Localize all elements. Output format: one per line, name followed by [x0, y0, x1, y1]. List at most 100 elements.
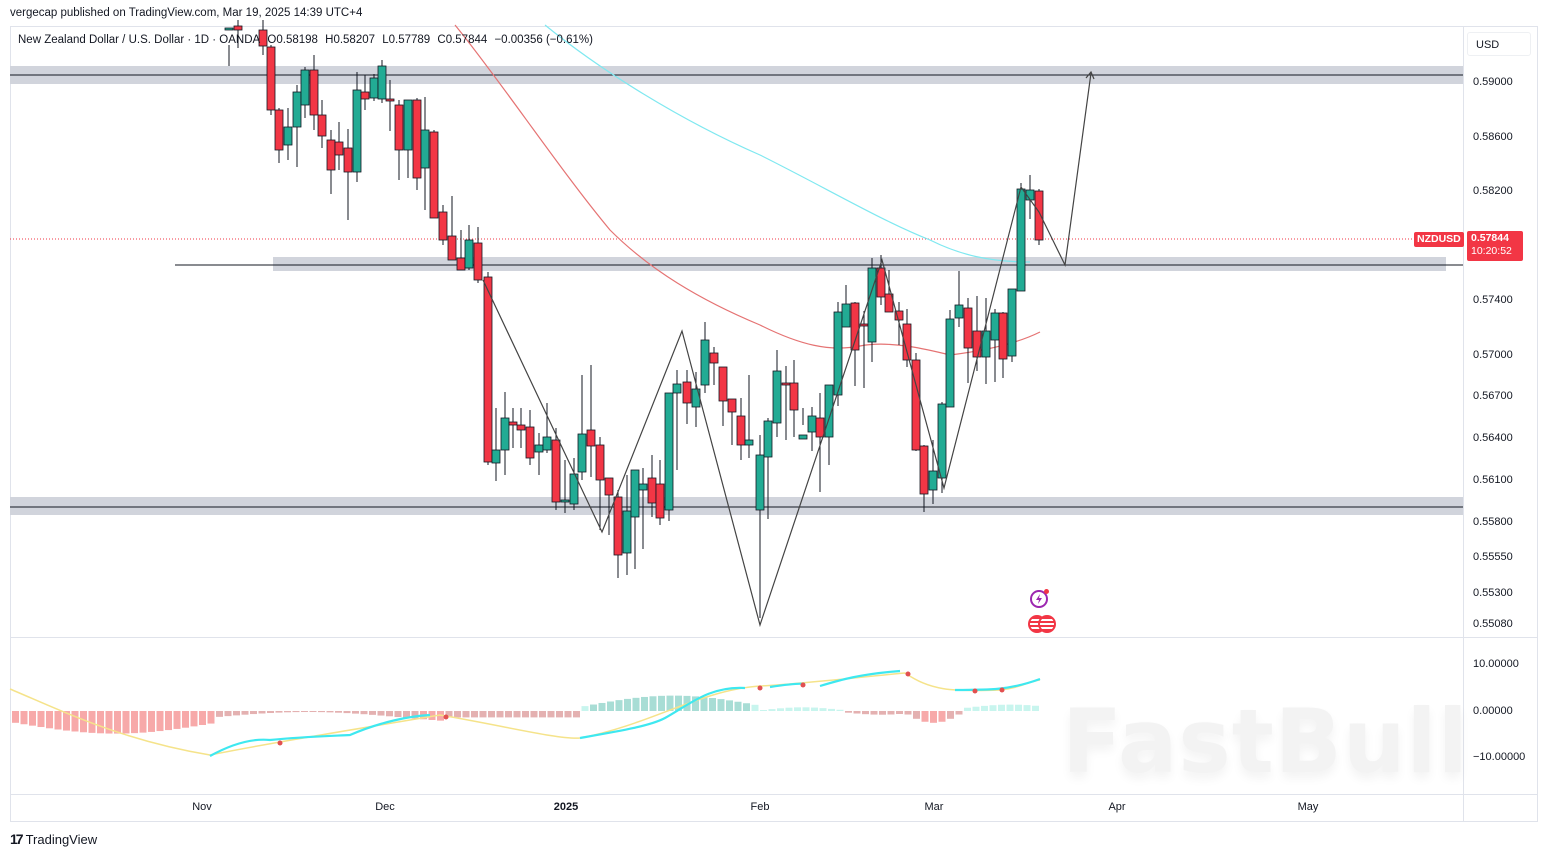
histogram-bar	[522, 711, 529, 718]
histogram-bar	[700, 697, 708, 711]
price-tick-label: 0.57400	[1473, 294, 1513, 306]
candle-body	[525, 426, 535, 459]
histogram-bar	[879, 711, 886, 715]
histogram-bar	[615, 700, 623, 711]
histogram-bar	[156, 711, 164, 732]
footer-brand[interactable]: 17 TradingView	[10, 831, 97, 847]
zigzag-projection-line	[482, 72, 1092, 628]
candle-body	[456, 257, 466, 271]
ohlc-open: O0.58198	[267, 34, 318, 46]
price-tick-label: 0.59000	[1473, 76, 1513, 88]
candle-body	[343, 147, 353, 173]
candle-body	[464, 239, 474, 269]
time-tick-label: Feb	[750, 801, 770, 813]
lightning-event-icon[interactable]	[1030, 590, 1048, 608]
candle-body	[385, 98, 395, 102]
crossover-dot	[757, 685, 763, 691]
histogram-bar	[352, 711, 359, 714]
time-tick-label: 2025	[553, 801, 579, 813]
candle-body	[309, 69, 319, 116]
histogram-bar	[173, 711, 181, 729]
histogram-bar	[258, 711, 266, 714]
candle-body	[833, 311, 843, 396]
candle-body	[981, 330, 991, 358]
histogram-bar	[71, 711, 79, 732]
price-tick-label: 0.58600	[1473, 131, 1513, 143]
histogram-bar	[199, 711, 206, 725]
histogram-bar	[513, 711, 521, 718]
histogram-bar	[828, 708, 835, 711]
histogram-bar	[726, 700, 733, 711]
candle-body	[266, 46, 276, 111]
candle-body	[736, 415, 746, 446]
candle-body	[672, 383, 682, 394]
histogram-bar	[326, 711, 334, 713]
histogram-bar	[20, 711, 28, 725]
histogram-bar	[250, 711, 257, 715]
candle-body	[798, 434, 808, 440]
candle-body	[850, 302, 860, 351]
histogram-bar	[267, 711, 274, 714]
histogram-bar	[862, 711, 869, 715]
histogram-bar	[870, 711, 878, 715]
histogram-bar	[564, 711, 572, 718]
histogram-bar	[241, 711, 249, 715]
candle-body	[755, 454, 765, 511]
histogram-bar	[284, 711, 291, 713]
candle-body	[841, 303, 851, 328]
symbol-name[interactable]: New Zealand Dollar / U.S. Dollar · 1D · …	[18, 34, 261, 46]
candle-body	[283, 126, 293, 146]
histogram-bar	[658, 695, 665, 711]
histogram-bar	[964, 707, 971, 711]
histogram-bar	[275, 711, 283, 713]
histogram-bar	[641, 696, 648, 711]
histogram-bar	[488, 711, 495, 718]
ma-cyan-line	[544, 24, 1031, 263]
candle-body	[998, 312, 1008, 360]
symbol-legend[interactable]: New Zealand Dollar / U.S. Dollar · 1D · …	[18, 34, 597, 46]
candle-body	[744, 439, 754, 446]
candle-body	[772, 370, 782, 424]
candle-body	[500, 417, 510, 451]
ohlc-change: −0.00356 (−0.61%)	[494, 34, 593, 46]
currency-selector[interactable]: USD	[1467, 32, 1531, 56]
crossover-dot	[277, 740, 283, 746]
price-axis-divider	[1463, 26, 1464, 822]
histogram-bar	[343, 711, 351, 714]
time-tick-label: May	[1297, 801, 1319, 813]
histogram-bar	[819, 708, 827, 711]
histogram-bar	[709, 698, 716, 711]
candle-body	[682, 381, 692, 404]
candle-body	[789, 382, 799, 411]
crossover-dot	[443, 714, 449, 720]
histogram-bar	[445, 711, 453, 718]
candle-body	[274, 109, 284, 151]
candle-body	[867, 267, 877, 343]
histogram-bar	[794, 707, 801, 711]
time-tick-label: Dec	[375, 801, 395, 813]
histogram-bar	[97, 711, 104, 734]
histogram-bar	[479, 711, 487, 718]
ohlc-high: H0.58207	[325, 34, 376, 46]
histogram-bar	[590, 704, 597, 711]
candle-body	[911, 359, 921, 451]
histogram-bar	[1032, 705, 1039, 711]
candle-body	[586, 429, 596, 447]
histogram-bar	[743, 703, 750, 711]
us-flag-event-icon-2[interactable]	[1038, 615, 1056, 633]
candle-body	[224, 27, 234, 31]
candle-body	[807, 415, 817, 433]
fastbull-watermark: FastBull	[1062, 690, 1469, 793]
histogram-bar	[972, 706, 980, 711]
candle-body	[763, 420, 773, 458]
histogram-bar	[947, 711, 954, 719]
time-tick-label: Mar	[924, 801, 944, 813]
histogram-bar	[981, 705, 988, 711]
crossover-dot	[905, 671, 911, 677]
histogram-bar	[122, 711, 130, 734]
candle-body	[334, 141, 344, 156]
histogram-bar	[777, 708, 784, 711]
pane-divider[interactable]	[10, 637, 1538, 638]
histogram-bar	[216, 711, 223, 717]
